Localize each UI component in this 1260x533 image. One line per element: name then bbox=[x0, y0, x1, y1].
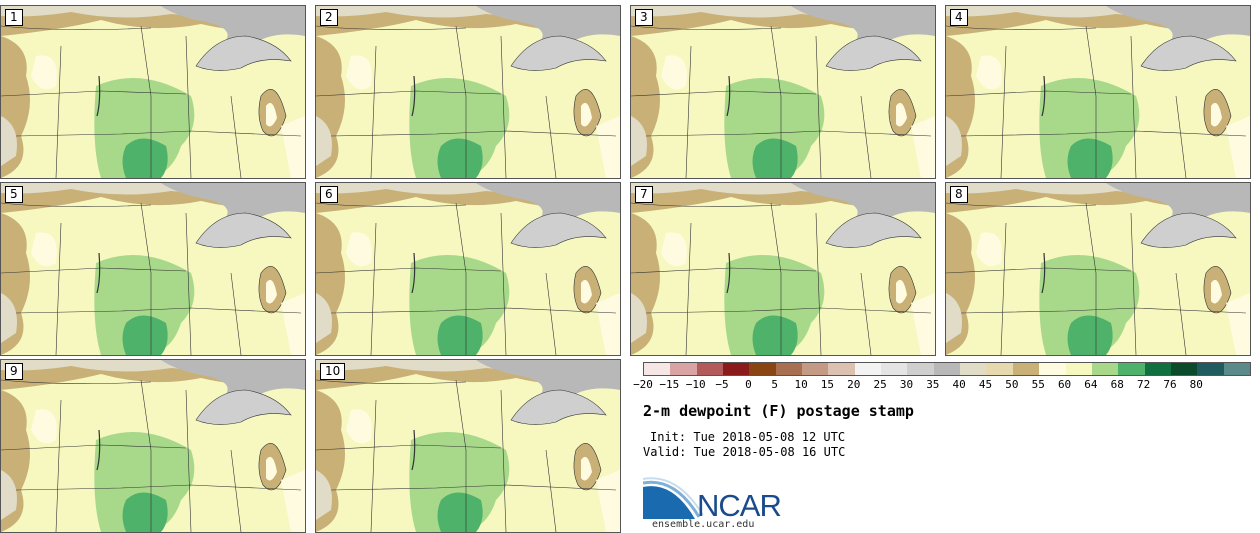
colorbar-tick-label: 76 bbox=[1163, 378, 1177, 391]
colorbar-tick-label: 35 bbox=[926, 378, 940, 391]
colorbar-swatch bbox=[1223, 363, 1250, 375]
colorbar-tick-label: 40 bbox=[952, 378, 966, 391]
colorbar-swatch bbox=[1039, 363, 1066, 375]
colorbar-swatch bbox=[696, 363, 724, 375]
brand-url: ensemble.ucar.edu bbox=[652, 519, 755, 530]
member-number: 7 bbox=[635, 186, 653, 203]
colorbar-swatch bbox=[749, 363, 776, 375]
colorbar-tick-label: 60 bbox=[1057, 378, 1072, 391]
colorbar-tick-label: 15 bbox=[820, 378, 835, 391]
colorbar-swatch bbox=[986, 363, 1013, 375]
member-number: 3 bbox=[635, 9, 653, 26]
brand-name: NCAR bbox=[697, 488, 782, 523]
member-number: 10 bbox=[320, 363, 346, 380]
colorbar-swatch bbox=[644, 363, 671, 375]
colorbar-swatch bbox=[960, 363, 987, 375]
colorbar-tick-label: 55 bbox=[1031, 378, 1045, 391]
colorbar-swatch bbox=[1170, 363, 1198, 375]
colorbar-swatch bbox=[1012, 363, 1040, 375]
member-number: 4 bbox=[950, 9, 968, 26]
colorbar-swatch bbox=[1091, 363, 1119, 375]
colorbar-tick-label: 5 bbox=[771, 378, 779, 391]
colorbar-tick-label: −15 bbox=[659, 378, 680, 391]
colorbar-tick-label: 68 bbox=[1110, 378, 1124, 391]
colorbar-tick-label: −5 bbox=[715, 378, 729, 391]
valid-time: Valid: Tue 2018-05-08 16 UTC bbox=[643, 445, 846, 459]
colorbar-swatch bbox=[723, 363, 750, 375]
colorbar-swatch bbox=[907, 363, 934, 375]
colorbar-swatch bbox=[828, 363, 855, 375]
ensemble-member-panel: 4 bbox=[945, 5, 1251, 179]
colorbar-swatch bbox=[1065, 363, 1092, 375]
colorbar-swatch bbox=[933, 363, 961, 375]
ensemble-member-panel: 1 bbox=[0, 5, 306, 179]
colorbar-swatch bbox=[854, 363, 882, 375]
colorbar-swatch bbox=[1197, 363, 1224, 375]
ensemble-member-panel: 8 bbox=[945, 182, 1251, 356]
colorbar bbox=[643, 362, 1251, 376]
colorbar-tick-label: 20 bbox=[847, 378, 861, 391]
colorbar-swatch bbox=[1144, 363, 1171, 375]
colorbar-tick-label: 72 bbox=[1136, 378, 1151, 391]
colorbar-tick-label: −20 bbox=[633, 378, 653, 391]
figure-title: 2-m dewpoint (F) postage stamp bbox=[643, 402, 914, 420]
init-time: Init: Tue 2018-05-08 12 UTC bbox=[650, 430, 846, 444]
colorbar-tick-label: 25 bbox=[873, 378, 887, 391]
member-number: 1 bbox=[5, 9, 23, 26]
member-number: 8 bbox=[950, 186, 968, 203]
colorbar-tick-label: 45 bbox=[978, 378, 993, 391]
colorbar-ticks: −20 −15 −10 −5 0 5 10 15 20 25 30 35 40 45 50 55 60 64 68 7… bbox=[633, 378, 1249, 392]
colorbar-tick-label: 80 bbox=[1189, 378, 1203, 391]
ensemble-member-panel: 10 bbox=[315, 359, 621, 533]
colorbar-swatch bbox=[802, 363, 829, 375]
colorbar-swatch bbox=[881, 363, 908, 375]
ensemble-member-panel: 3 bbox=[630, 5, 936, 179]
member-number: 5 bbox=[5, 186, 23, 203]
colorbar-tick-label: 50 bbox=[1005, 378, 1019, 391]
member-number: 6 bbox=[320, 186, 338, 203]
colorbar-tick-label: 0 bbox=[745, 378, 752, 391]
member-number: 2 bbox=[320, 9, 338, 26]
colorbar-tick-label: 10 bbox=[794, 378, 808, 391]
ensemble-member-panel: 2 bbox=[315, 5, 621, 179]
colorbar-swatch bbox=[775, 363, 803, 375]
colorbar-tick-label: 30 bbox=[899, 378, 914, 391]
ensemble-member-panel: 7 bbox=[630, 182, 936, 356]
colorbar-tick-label: 64 bbox=[1084, 378, 1098, 391]
ncar-logo-icon bbox=[643, 477, 704, 519]
ensemble-member-panel: 9 bbox=[0, 359, 306, 533]
colorbar-tick-label: −10 bbox=[685, 378, 706, 391]
colorbar-swatch bbox=[1118, 363, 1145, 375]
ensemble-member-panel: 5 bbox=[0, 182, 306, 356]
colorbar-swatch bbox=[670, 363, 697, 375]
member-number: 9 bbox=[5, 363, 23, 380]
ensemble-member-panel: 6 bbox=[315, 182, 621, 356]
